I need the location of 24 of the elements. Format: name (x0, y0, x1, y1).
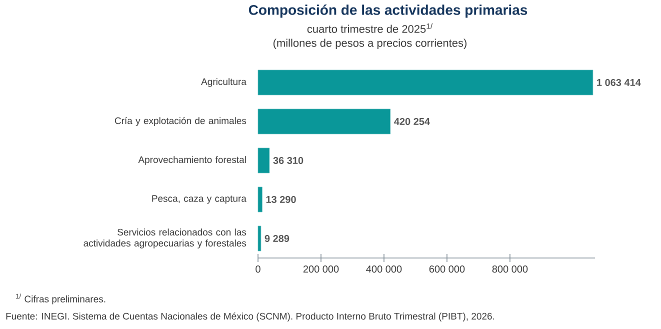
y-tick-label: Agricultura (201, 78, 246, 87)
data-label: 36 310 (273, 156, 304, 164)
x-tick-label: 400 000 (366, 266, 402, 273)
y-tick-label: Servicios relacionados con las actividades agropecuarias y forestales (84, 228, 246, 248)
y-tick-label: Pesca, caza y captura (152, 195, 246, 204)
text: $^{1/}$ Cifras preliminares. (16, 294, 106, 304)
bar (258, 226, 262, 252)
bar (258, 70, 594, 96)
text: cuarto trimestre de 2025$^{1/}$ (millones de pesos a precios corrientes) (273, 23, 466, 50)
data-label: 1 063 414 (597, 78, 641, 86)
source-note: Fuente: INEGI. Sistema de Cuentas Nacionales de México (SCNM). Producto Interno Bruto Trimestral (PIBT), 2026. (6, 312, 494, 322)
x-tick-label: 800 000 (492, 266, 528, 273)
bar (258, 108, 391, 134)
data-label: 13 290 (266, 196, 296, 204)
x-tick-label: 0 (256, 266, 260, 273)
data-label: 9 289 (264, 234, 290, 242)
y-tick-label: Aprovechamiento forestal (138, 156, 246, 165)
bar (258, 148, 270, 174)
bar (258, 186, 262, 212)
y-tick-label: Cría y explotación de animales (114, 117, 246, 126)
chart-title: Composición de las actividades primarias (248, 4, 528, 18)
x-tick-label: 600 000 (429, 266, 465, 273)
x-tick-label: 200 000 (303, 266, 339, 273)
data-label: 420 254 (394, 118, 430, 126)
